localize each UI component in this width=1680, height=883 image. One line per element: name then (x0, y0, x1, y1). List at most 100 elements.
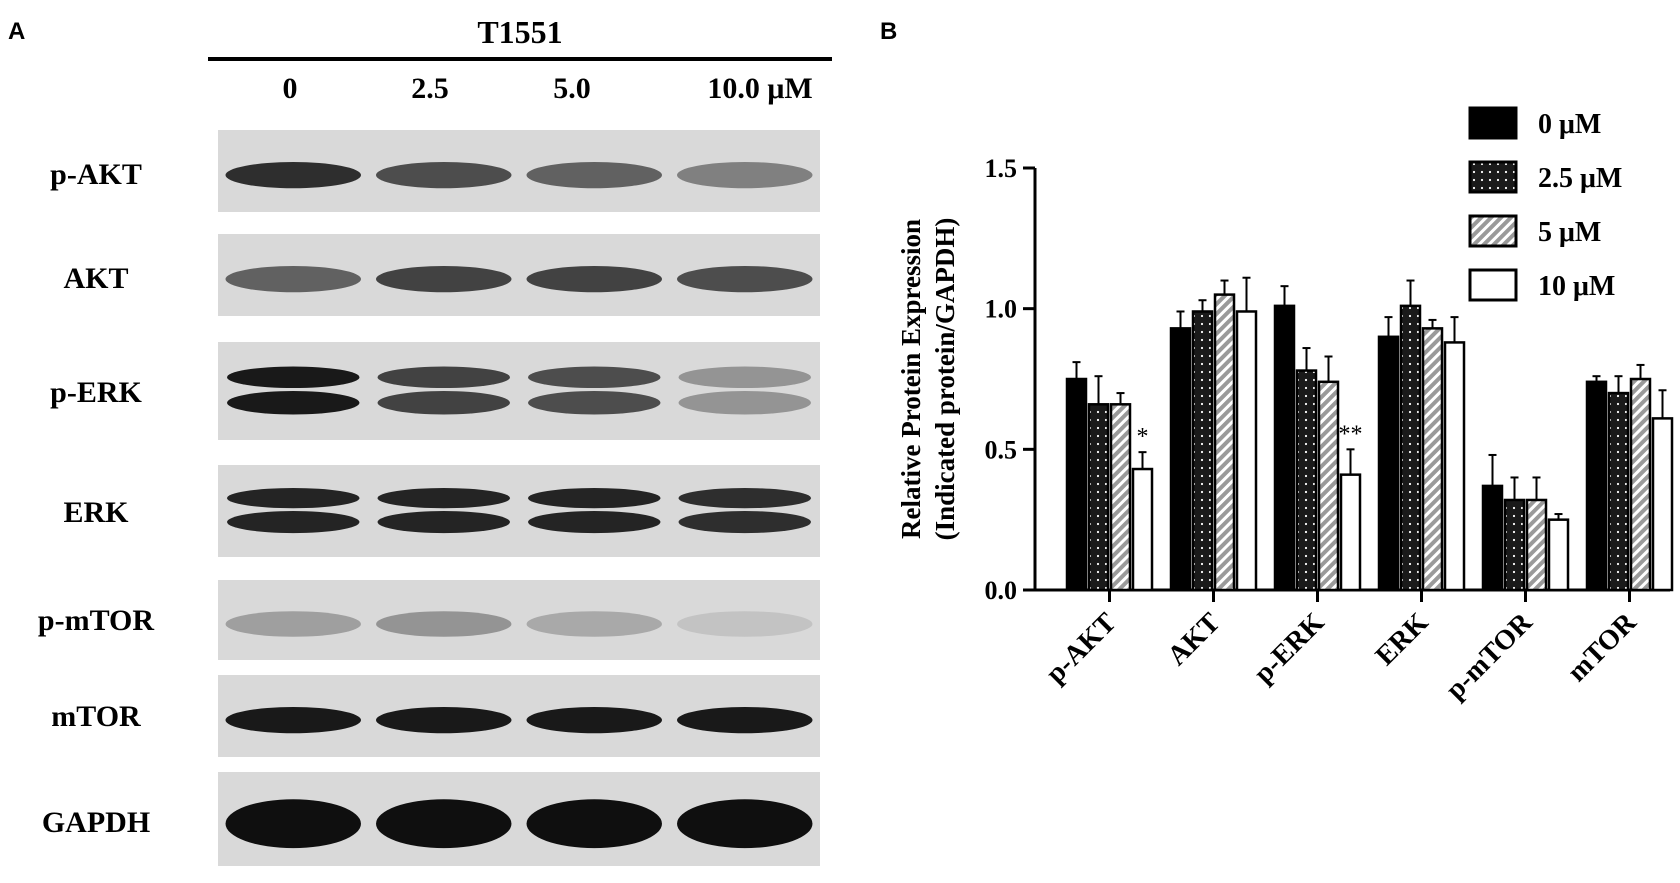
blot-band-upper (528, 366, 661, 389)
blot-p-erk (218, 342, 820, 440)
bar (1481, 484, 1504, 592)
blot-band (677, 799, 813, 849)
bar (1607, 391, 1630, 592)
bar (1273, 304, 1296, 592)
y-tick-label: 0.5 (985, 435, 1018, 464)
western-blot-panel: T1551 0 2.5 5.0 10.0 μM p-AKT AKT p-ERK … (0, 0, 840, 878)
y-axis-label: Relative Protein Expression (896, 219, 926, 539)
bar (1651, 417, 1674, 592)
blot-band (376, 799, 512, 849)
blot-band (526, 265, 662, 293)
blot-band-lower (377, 391, 510, 415)
bar (1547, 518, 1570, 592)
bar (1131, 467, 1154, 592)
blot-band (225, 611, 361, 637)
blot-title: T1551 (477, 14, 563, 50)
blot-band-upper (377, 488, 510, 509)
x-tick-label: AKT (1162, 607, 1227, 672)
legend-swatch (1468, 268, 1518, 302)
lane-label-3: 10.0 μM (707, 72, 813, 105)
bar (1339, 473, 1362, 592)
blot-band (677, 265, 813, 293)
blot-p-mtor (218, 580, 820, 660)
legend-swatch (1468, 214, 1518, 248)
legend-swatch (1468, 106, 1518, 140)
bar (1399, 304, 1422, 592)
bar (1087, 403, 1110, 592)
blot-band-lower (678, 511, 811, 534)
blot-band (225, 706, 361, 734)
blot-mtor (218, 675, 820, 757)
blot-band-upper (678, 366, 811, 389)
blot-band-upper (227, 488, 360, 509)
legend-swatch (1468, 160, 1518, 194)
bar (1213, 293, 1236, 592)
bar (1525, 498, 1548, 592)
bar (1443, 341, 1466, 592)
x-tick-label: ERK (1370, 607, 1435, 672)
y-tick-label: 0.0 (985, 576, 1018, 605)
bar (1503, 498, 1526, 592)
blot-gapdh (218, 772, 820, 866)
bar (1109, 403, 1132, 592)
y-tick-label: 1.0 (985, 295, 1018, 324)
bar (1629, 377, 1652, 592)
blot-label-p-erk: p-ERK (50, 376, 142, 409)
lane-label-1: 2.5 (411, 72, 449, 105)
blot-band (677, 161, 813, 189)
blot-band (376, 161, 512, 189)
x-tick-label: mTOR (1561, 606, 1643, 688)
lane-label-0: 0 (282, 72, 298, 105)
bar-chart: 0.0 0.5 1.0 1.5 Relative Protein Expression(… (896, 106, 1674, 706)
panel-b-letter: B (880, 18, 898, 45)
blot-label-akt: AKT (63, 262, 129, 295)
blot-band-lower (227, 391, 360, 415)
blot-band-upper (227, 366, 360, 389)
y-axis-label-2: (Indicated protein/GAPDH) (930, 218, 960, 541)
bar (1295, 369, 1318, 592)
legend-label: 10 μM (1538, 271, 1615, 302)
x-tick-label: p-AKT (1040, 607, 1123, 690)
legend-label: 0 μM (1538, 109, 1601, 140)
legend-label: 5 μM (1538, 217, 1601, 248)
bar (1317, 380, 1340, 592)
blot-band-lower (528, 511, 661, 534)
blot-band (677, 706, 813, 734)
lane-label-2: 5.0 (553, 72, 591, 105)
blot-band (526, 611, 662, 637)
bar (1377, 335, 1400, 592)
blot-band (225, 161, 361, 189)
bar (1169, 327, 1192, 592)
bar (1065, 377, 1088, 592)
blot-band-lower (377, 511, 510, 534)
blot-erk (218, 465, 820, 557)
blot-band (376, 265, 512, 293)
blot-label-gapdh: GAPDH (41, 806, 151, 839)
blot-band (376, 611, 512, 637)
x-tick-label: p-ERK (1248, 607, 1331, 690)
blot-band-lower (528, 391, 661, 415)
x-tick-label: p-mTOR (1440, 606, 1539, 705)
blot-label-mtor: mTOR (51, 700, 141, 733)
blot-band (526, 161, 662, 189)
blot-band (225, 265, 361, 293)
blot-band-upper (377, 366, 510, 389)
significance-marker: * (1137, 424, 1149, 450)
blot-band-lower (678, 391, 811, 415)
blot-membrane (218, 342, 820, 440)
blot-p-akt (218, 130, 820, 212)
blot-akt (218, 234, 820, 316)
bar (1235, 310, 1258, 592)
blot-band-upper (678, 488, 811, 509)
blot-band (225, 799, 361, 849)
blot-band (376, 706, 512, 734)
blot-title-underline (208, 57, 832, 61)
blot-band-upper (528, 488, 661, 509)
blot-band-lower (227, 511, 360, 534)
blot-label-erk: ERK (63, 496, 129, 529)
legend-label: 2.5 μM (1538, 163, 1622, 194)
blot-band (526, 706, 662, 734)
significance-marker: ** (1339, 421, 1363, 447)
bar (1421, 327, 1444, 592)
blot-label-p-mtor: p-mTOR (37, 604, 155, 637)
